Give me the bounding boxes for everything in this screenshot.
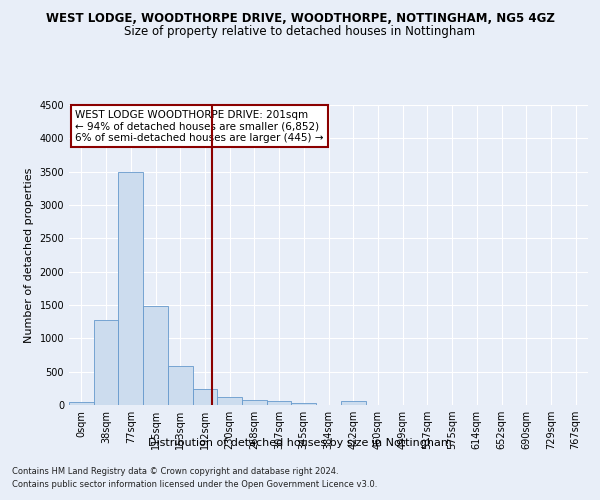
Bar — [94, 320, 118, 405]
Text: WEST LODGE, WOODTHORPE DRIVE, WOODTHORPE, NOTTINGHAM, NG5 4GZ: WEST LODGE, WOODTHORPE DRIVE, WOODTHORPE… — [46, 12, 554, 26]
Bar — [267, 402, 292, 405]
Text: Distribution of detached houses by size in Nottingham: Distribution of detached houses by size … — [148, 438, 452, 448]
Y-axis label: Number of detached properties: Number of detached properties — [24, 168, 34, 342]
Bar — [292, 402, 316, 405]
Bar — [217, 398, 242, 405]
Text: Contains public sector information licensed under the Open Government Licence v3: Contains public sector information licen… — [12, 480, 377, 489]
Bar — [168, 366, 193, 405]
Bar — [193, 390, 217, 405]
Bar — [118, 172, 143, 405]
Bar — [242, 400, 267, 405]
Bar — [143, 306, 168, 405]
Text: Contains HM Land Registry data © Crown copyright and database right 2024.: Contains HM Land Registry data © Crown c… — [12, 468, 338, 476]
Bar — [69, 402, 94, 405]
Text: Size of property relative to detached houses in Nottingham: Size of property relative to detached ho… — [124, 25, 476, 38]
Bar — [341, 402, 365, 405]
Text: WEST LODGE WOODTHORPE DRIVE: 201sqm
← 94% of detached houses are smaller (6,852): WEST LODGE WOODTHORPE DRIVE: 201sqm ← 94… — [75, 110, 324, 142]
